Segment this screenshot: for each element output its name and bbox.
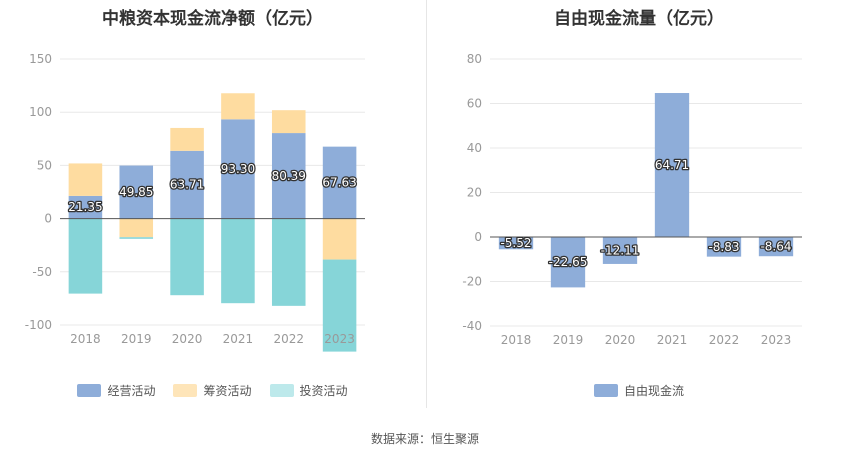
bar-operating (221, 119, 255, 219)
bar-financing (170, 127, 204, 151)
cash-flow-chart-svg: -100 -50 0 50 100 150 2018 2019 2020 2021 2022 2023… (25, 52, 365, 352)
legend-swatch-fcf (593, 384, 618, 397)
bar-fcf (654, 93, 690, 237)
x-tick-label: 2018 (70, 332, 101, 346)
legend-swatch-financing (173, 384, 198, 397)
bar-financing (68, 163, 103, 196)
legend-label-investing: 投资活动 (299, 384, 348, 398)
y-tick-label: 150 (29, 52, 52, 66)
bar-operating (170, 150, 204, 219)
bar-financing (119, 218, 154, 238)
cash-flow-chart-title: 中粮资本现金流净额（亿元） (102, 9, 323, 29)
bar-investing (322, 259, 357, 352)
y-tick-label: 20 (467, 186, 482, 200)
bar-investing (221, 218, 255, 304)
x-tick-label: 2019 (121, 332, 152, 346)
legend-label-operating: 经营活动 (107, 384, 156, 398)
y-tick-label: 100 (29, 105, 52, 119)
bar-investing (68, 218, 103, 294)
bar-fcf (706, 237, 742, 257)
data-label-fcf: -8.64 (760, 240, 791, 254)
bar-fcf (498, 237, 534, 250)
x-tick-label: 2023 (761, 333, 792, 347)
data-label-operating: 63.71 (170, 178, 204, 192)
data-label-operating: 21.35 (68, 200, 102, 214)
bar-operating (322, 146, 357, 219)
legend-swatch-investing (269, 384, 294, 397)
panel-divider (426, 0, 427, 408)
x-tick-label: 2019 (553, 333, 584, 347)
legend-item-operating[interactable]: 经营活动 (77, 382, 155, 399)
data-label-fcf: 64.71 (655, 158, 689, 172)
y-tick-label: -20 (462, 275, 482, 289)
bar-investing (119, 237, 154, 239)
legend-label-financing: 筹资活动 (203, 384, 252, 398)
free-cash-flow-chart-svg: -40 -20 0 20 40 60 80 2018 2019 2020 2021 2022 2023 -… (462, 52, 802, 347)
bar-financing (271, 110, 306, 134)
data-label-fcf: -5.52 (500, 236, 531, 250)
bar-investing (170, 218, 204, 296)
y-tick-label: -50 (32, 265, 52, 279)
bar-financing (221, 93, 255, 120)
x-tick-label: 2022 (709, 333, 740, 347)
cash-flow-chart-panel: 中粮资本现金流净额（亿元） -100 -50 0 50 100 150 2018 2019 20… (0, 0, 425, 410)
y-tick-label: 0 (44, 212, 52, 226)
bar-operating (68, 195, 103, 219)
free-cash-flow-legend: 自由现金流 (428, 382, 850, 399)
legend-item-fcf[interactable]: 自由现金流 (593, 382, 684, 399)
x-tick-label: 2018 (501, 333, 532, 347)
data-label-fcf: -12.11 (601, 243, 640, 257)
x-tick-label: 2022 (273, 332, 304, 346)
cash-flow-legend: 经营活动 筹资活动 投资活动 (0, 382, 425, 399)
legend-item-investing[interactable]: 投资活动 (269, 382, 348, 399)
y-tick-label: -100 (25, 318, 52, 332)
x-tick-label: 2021 (657, 333, 688, 347)
data-label-fcf: -8.83 (708, 240, 739, 254)
bar-fcf (550, 237, 586, 288)
bar-fcf (758, 237, 794, 257)
y-tick-label: 50 (37, 158, 52, 172)
data-label-operating: 49.85 (119, 185, 153, 199)
x-tick-label: 2023 (324, 332, 355, 346)
data-label-fcf: -22.65 (549, 255, 588, 269)
data-label-operating: 93.30 (221, 162, 255, 176)
y-tick-label: 0 (474, 230, 482, 244)
free-cash-flow-chart-panel: 自由现金流量（亿元） -40 -20 0 20 40 60 80 2018 2019 2020 20… (428, 0, 850, 410)
y-tick-label: 60 (467, 97, 482, 111)
data-source-note: 数据来源：恒生聚源 (370, 432, 479, 446)
legend-swatch-operating (77, 384, 102, 397)
data-label-operating: 67.63 (322, 176, 356, 190)
legend-label-fcf: 自由现金流 (623, 384, 684, 398)
y-tick-label: -40 (462, 319, 482, 333)
x-tick-label: 2021 (223, 332, 254, 346)
legend-item-financing[interactable]: 筹资活动 (173, 382, 252, 399)
bar-investing (271, 218, 306, 306)
y-tick-label: 80 (467, 52, 482, 66)
bar-operating (271, 133, 306, 219)
bar-financing (322, 218, 357, 260)
x-tick-label: 2020 (605, 333, 636, 347)
y-tick-label: 40 (467, 141, 482, 155)
data-label-operating: 80.39 (272, 169, 306, 183)
free-cash-flow-chart-title: 自由现金流量（亿元） (554, 9, 724, 29)
bar-operating (119, 165, 154, 219)
bar-fcf (602, 237, 638, 264)
x-tick-label: 2020 (172, 332, 203, 346)
